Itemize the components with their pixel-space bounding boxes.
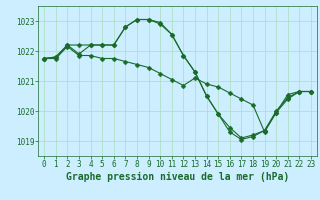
X-axis label: Graphe pression niveau de la mer (hPa): Graphe pression niveau de la mer (hPa) (66, 172, 289, 182)
